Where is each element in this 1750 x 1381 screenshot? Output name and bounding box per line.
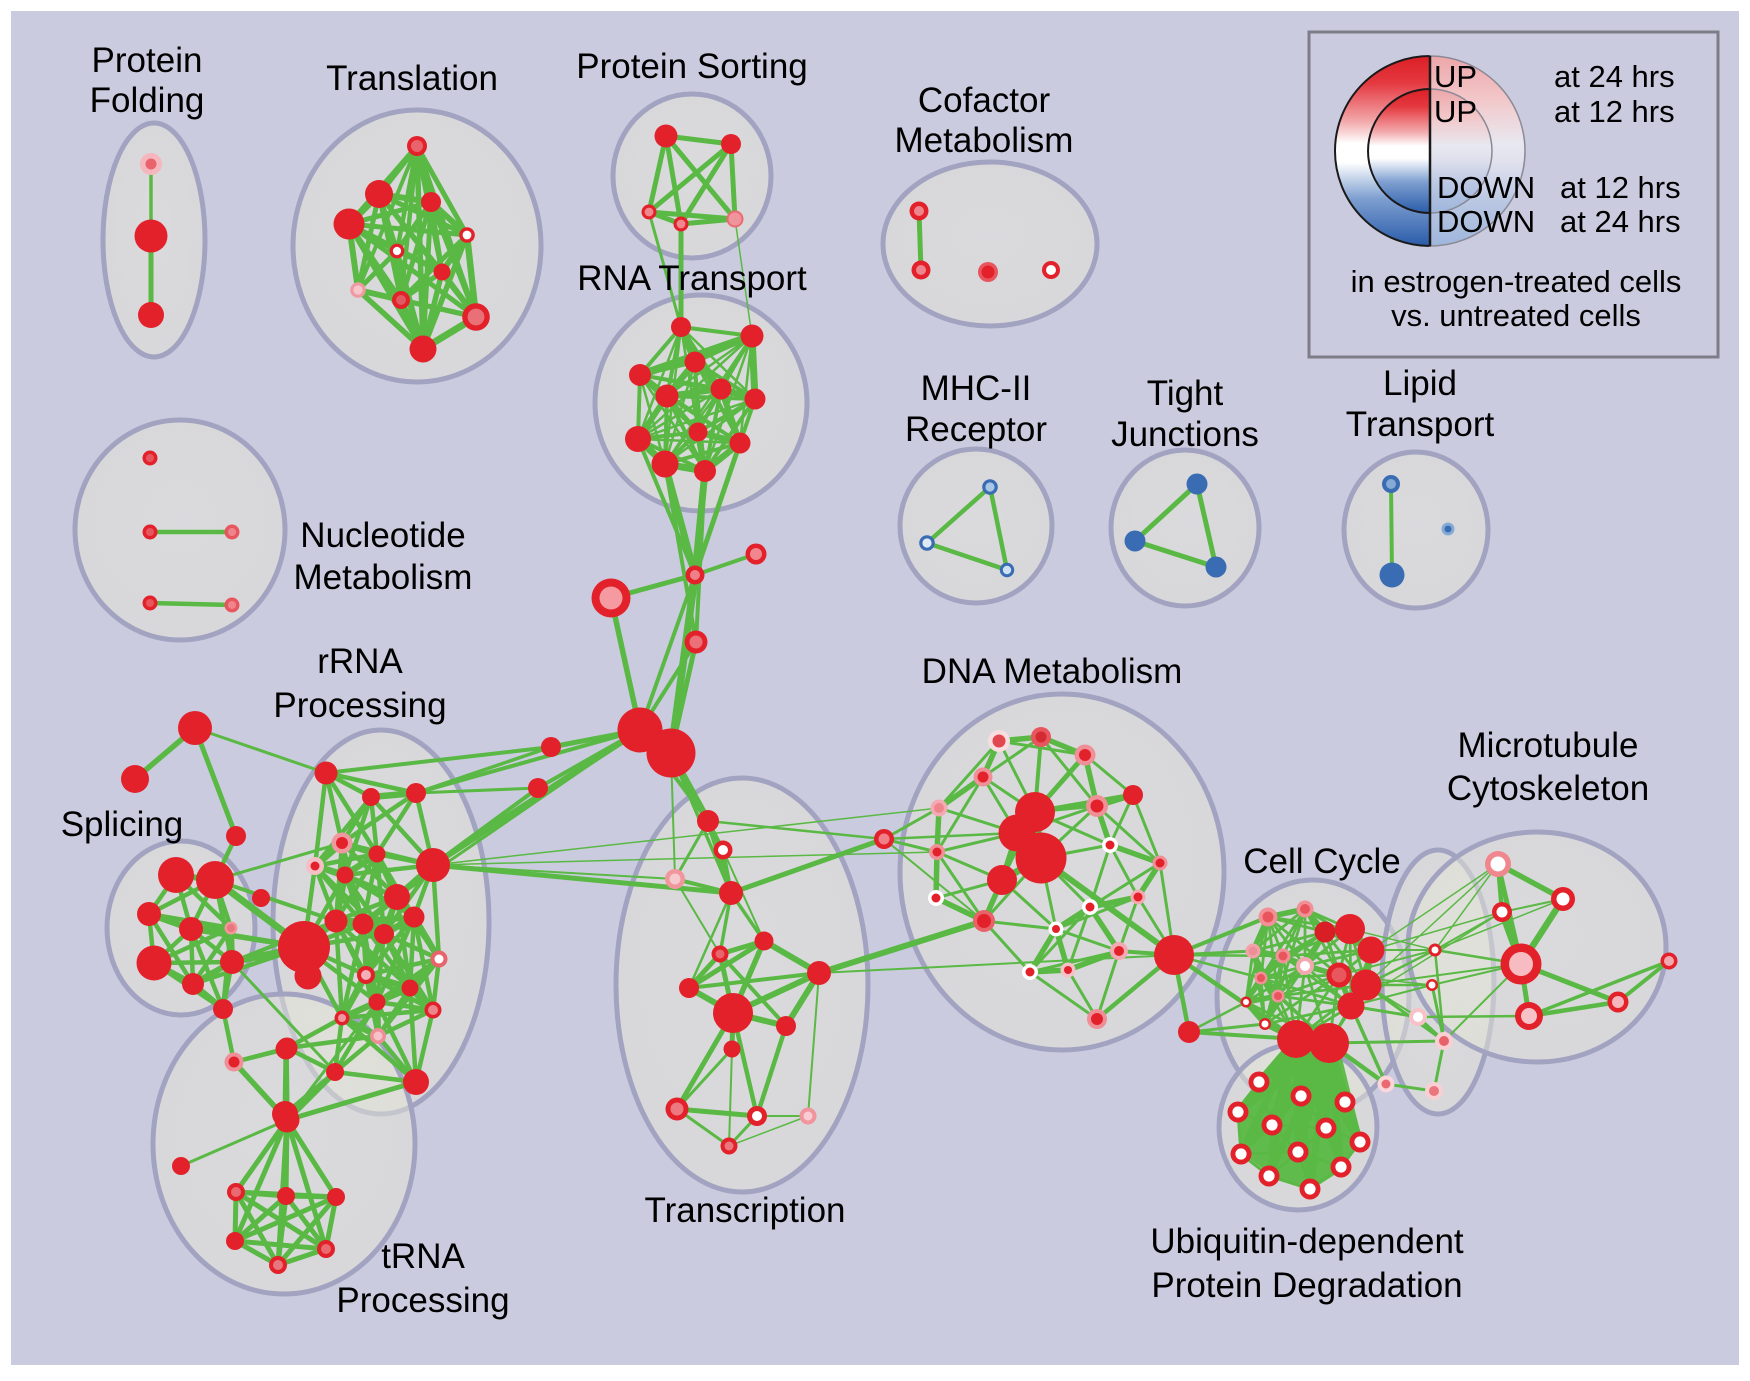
svg-text:Folding: Folding — [90, 81, 205, 120]
svg-text:vs. untreated cells: vs. untreated cells — [1391, 298, 1641, 333]
svg-text:Microtubule: Microtubule — [1458, 726, 1639, 765]
svg-text:Processing: Processing — [336, 1281, 509, 1320]
svg-text:rRNA: rRNA — [317, 642, 403, 681]
svg-text:tRNA: tRNA — [381, 1237, 465, 1276]
svg-text:Junctions: Junctions — [1111, 415, 1259, 454]
svg-text:Ubiquitin-dependent: Ubiquitin-dependent — [1150, 1222, 1464, 1261]
svg-text:at 12 hrs: at 12 hrs — [1560, 170, 1681, 205]
svg-text:Metabolism: Metabolism — [895, 121, 1074, 160]
svg-text:UP: UP — [1434, 59, 1477, 94]
svg-text:at 12 hrs: at 12 hrs — [1554, 94, 1675, 129]
svg-text:Protein Degradation: Protein Degradation — [1151, 1266, 1462, 1305]
svg-text:Nucleotide: Nucleotide — [300, 516, 465, 555]
svg-text:Cofactor: Cofactor — [918, 81, 1051, 120]
svg-text:Tight: Tight — [1147, 374, 1224, 413]
svg-text:UP: UP — [1434, 94, 1477, 129]
svg-text:RNA Transport: RNA Transport — [577, 259, 807, 298]
svg-text:at 24 hrs: at 24 hrs — [1554, 59, 1675, 94]
svg-text:at 24 hrs: at 24 hrs — [1560, 204, 1681, 239]
svg-text:Metabolism: Metabolism — [294, 558, 473, 597]
svg-text:Splicing: Splicing — [61, 805, 184, 844]
svg-text:DOWN: DOWN — [1437, 170, 1535, 205]
svg-text:Receptor: Receptor — [905, 410, 1047, 449]
svg-text:Cell Cycle: Cell Cycle — [1243, 842, 1401, 881]
svg-text:Lipid: Lipid — [1383, 364, 1457, 403]
svg-text:in estrogen-treated cells: in estrogen-treated cells — [1351, 264, 1682, 299]
svg-text:Translation: Translation — [326, 59, 498, 98]
svg-text:Protein Sorting: Protein Sorting — [576, 47, 808, 86]
svg-text:Transport: Transport — [1346, 405, 1495, 444]
svg-text:DOWN: DOWN — [1437, 204, 1535, 239]
svg-text:Transcription: Transcription — [645, 1191, 846, 1230]
svg-text:Cytoskeleton: Cytoskeleton — [1447, 769, 1649, 808]
svg-text:DNA Metabolism: DNA Metabolism — [922, 652, 1183, 691]
svg-text:Processing: Processing — [273, 686, 446, 725]
svg-text:MHC-II: MHC-II — [921, 369, 1032, 408]
svg-text:Protein: Protein — [92, 41, 203, 80]
